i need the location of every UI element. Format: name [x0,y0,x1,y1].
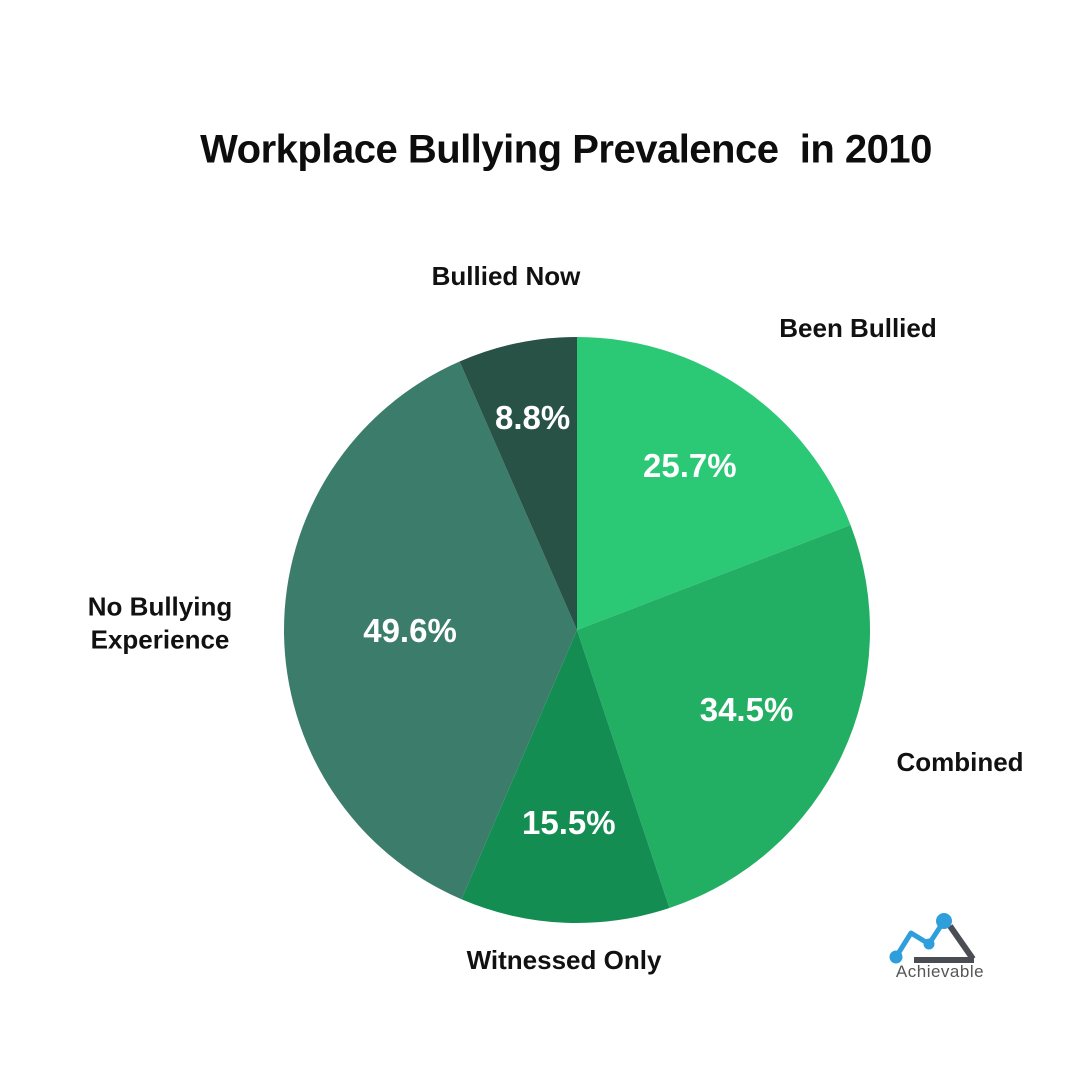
logo-dot-3 [936,913,952,929]
pct-label-witnessed-only: 15.5% [522,804,616,842]
achievable-logo-icon [889,913,976,964]
category-label-been-bullied: Been Bullied [779,312,937,343]
category-label-no-bullying-experience: No Bullying Experience [87,591,233,655]
pct-label-combined: 34.5% [699,691,794,729]
pie-slice-combined [577,524,871,909]
category-label-witnessed-only: Witnessed Only [466,944,662,975]
pct-label-no-bullying-experience: 49.6% [363,611,457,649]
pie-slice-witnessed-only [461,630,670,923]
pct-label-been-bullied: 25.7% [643,446,737,484]
pie-slice-been-bullied [577,337,851,630]
achievable-logo: Achievable [878,896,1002,992]
category-label-combined: Combined [896,746,1024,777]
chart-title: Workplace Bullying Prevalence in 2010 [200,127,932,172]
achievable-logo-text: Achievable [895,962,985,981]
logo-triangle-slope [947,924,976,961]
pct-label-bullied-now: 8.8% [494,398,571,436]
logo-dot-1 [889,950,903,964]
category-label-bullied-now: Bullied Now [431,260,581,291]
logo-trend-line [893,918,947,960]
pie-slice-bullied-now [459,337,577,630]
logo-dot-2 [923,938,935,950]
pie-slice-no-bullying-experience [284,361,577,900]
